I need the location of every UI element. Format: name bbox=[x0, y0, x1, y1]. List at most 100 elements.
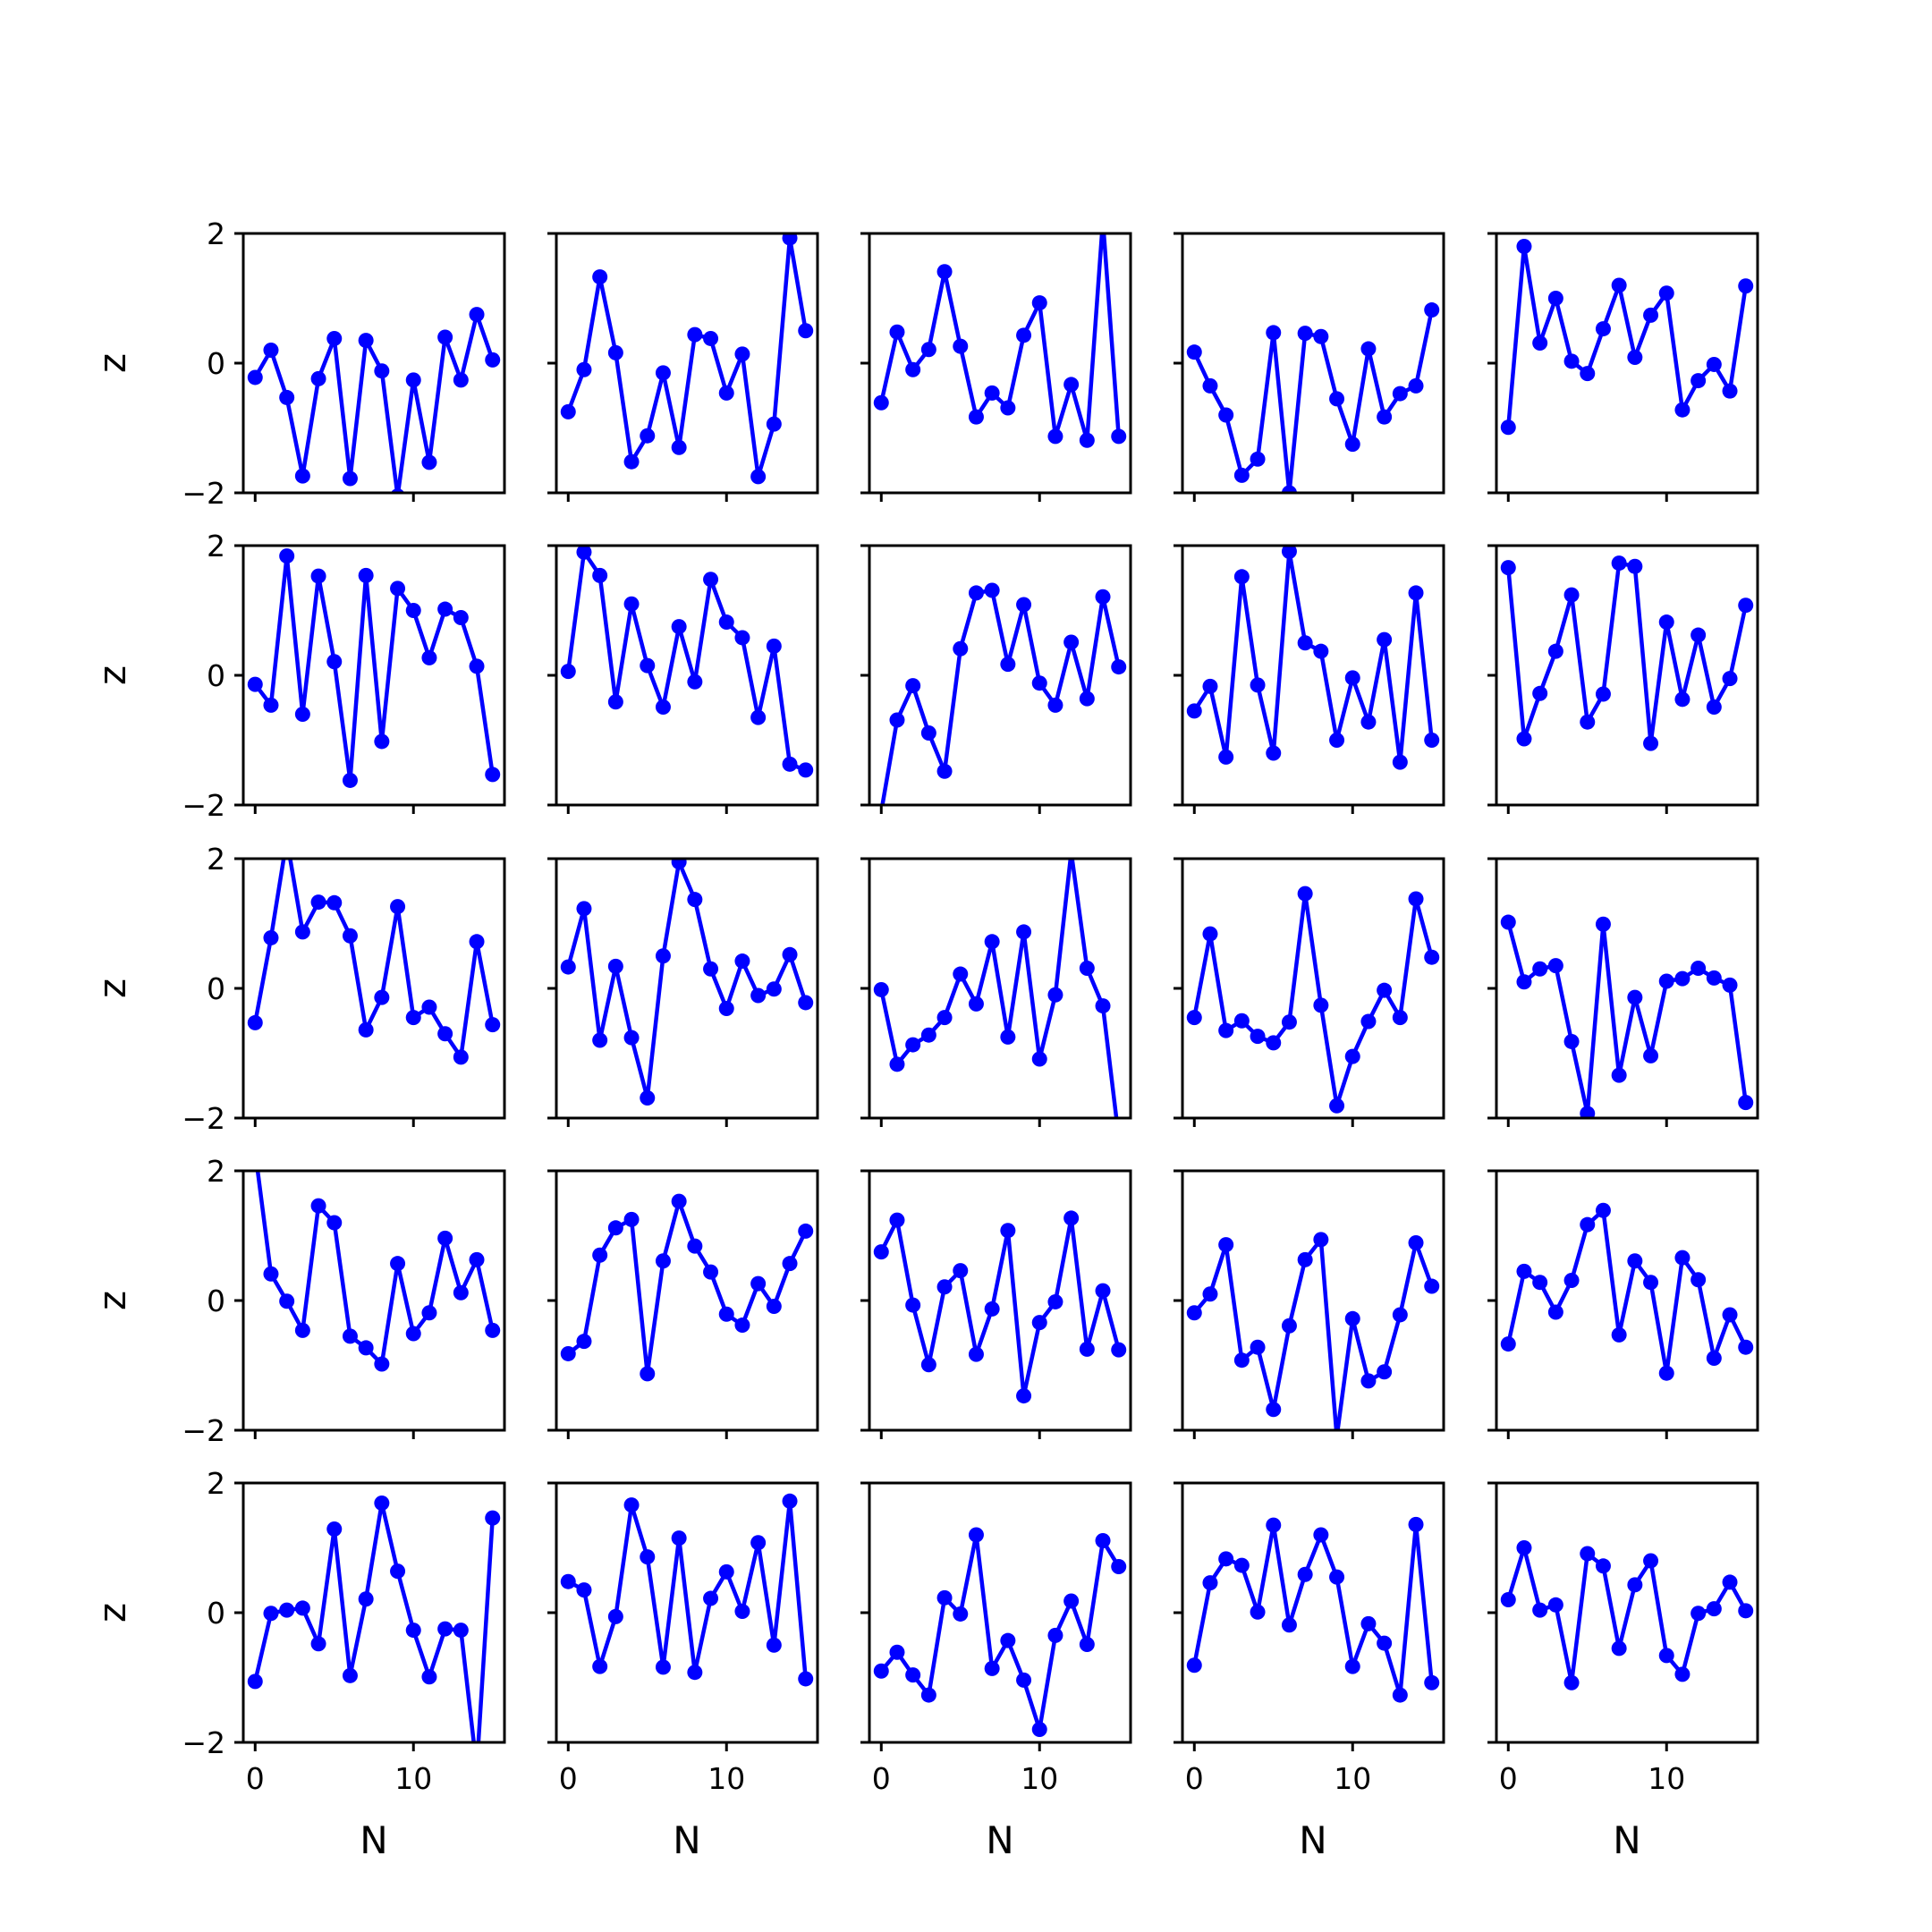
data-point bbox=[1595, 686, 1611, 702]
series-line bbox=[566, 860, 808, 1100]
data-point bbox=[1547, 1304, 1563, 1320]
data-point bbox=[920, 1687, 936, 1703]
data-point bbox=[374, 1495, 390, 1511]
data-point bbox=[1392, 1010, 1408, 1026]
data-point bbox=[1031, 295, 1047, 311]
data-point bbox=[623, 1030, 640, 1046]
data-point bbox=[1563, 1033, 1580, 1049]
data-point bbox=[703, 572, 719, 588]
data-point bbox=[782, 946, 798, 962]
data-point bbox=[782, 1493, 798, 1509]
data-point bbox=[1281, 485, 1297, 493]
data-point bbox=[766, 416, 782, 432]
series-group bbox=[1186, 1232, 1440, 1430]
data-point bbox=[247, 369, 263, 386]
data-point bbox=[968, 409, 984, 425]
series-line bbox=[1506, 1208, 1748, 1376]
data-point bbox=[310, 1636, 326, 1652]
data-point bbox=[1658, 1648, 1674, 1664]
data-point bbox=[358, 333, 374, 349]
data-point bbox=[294, 924, 310, 940]
data-point bbox=[687, 892, 703, 908]
y-tick-label: 0 bbox=[207, 658, 225, 693]
data-point bbox=[453, 609, 469, 625]
data-point bbox=[1563, 1674, 1580, 1690]
series-group bbox=[560, 546, 814, 778]
data-point bbox=[592, 269, 608, 285]
data-point bbox=[1532, 1275, 1548, 1291]
data-point bbox=[453, 1623, 469, 1639]
series-line bbox=[879, 1216, 1121, 1398]
data-point bbox=[607, 344, 623, 360]
data-point bbox=[1360, 1013, 1377, 1030]
data-point bbox=[279, 389, 295, 405]
data-point bbox=[1344, 670, 1360, 686]
data-point bbox=[1408, 1516, 1424, 1532]
data-point bbox=[1738, 597, 1754, 614]
data-point bbox=[1392, 386, 1408, 402]
data-point bbox=[905, 1037, 921, 1053]
data-point bbox=[1580, 1106, 1596, 1118]
panel-3-3 bbox=[860, 857, 1132, 1127]
data-point bbox=[1344, 1310, 1360, 1326]
series-line bbox=[880, 588, 1121, 805]
data-point bbox=[1408, 1234, 1424, 1250]
data-point bbox=[592, 1247, 608, 1263]
data-point bbox=[1281, 1014, 1297, 1030]
data-point bbox=[1643, 1553, 1659, 1569]
data-point bbox=[1690, 373, 1707, 389]
data-point bbox=[1047, 1627, 1063, 1643]
data-point bbox=[1690, 1606, 1707, 1622]
data-point bbox=[1111, 428, 1127, 445]
series-line bbox=[566, 1199, 808, 1377]
data-point bbox=[1424, 733, 1440, 748]
data-point bbox=[920, 1357, 936, 1373]
panel-5-4: 0 10N bbox=[1174, 1481, 1445, 1862]
data-point bbox=[1111, 1559, 1127, 1575]
panel-4-4 bbox=[1174, 1169, 1445, 1439]
data-point bbox=[1690, 627, 1707, 643]
data-point bbox=[485, 352, 501, 368]
y-axis-label: z bbox=[90, 1291, 134, 1310]
series-group bbox=[873, 1210, 1127, 1404]
data-point bbox=[1674, 691, 1690, 708]
data-point bbox=[485, 767, 501, 783]
series-group bbox=[560, 1193, 814, 1382]
data-point bbox=[358, 1591, 374, 1607]
data-point bbox=[421, 454, 437, 470]
data-point bbox=[1722, 1574, 1738, 1590]
panel-4-5 bbox=[1487, 1169, 1759, 1439]
data-point bbox=[1218, 1551, 1234, 1567]
data-point bbox=[1611, 1640, 1627, 1657]
data-point bbox=[1063, 1593, 1080, 1609]
data-point bbox=[437, 1026, 453, 1042]
data-point bbox=[374, 363, 390, 379]
data-point bbox=[1016, 924, 1032, 940]
panel-2-3 bbox=[860, 544, 1132, 814]
series-line bbox=[1506, 921, 1748, 1116]
data-point bbox=[1408, 585, 1424, 601]
data-point bbox=[1580, 1216, 1596, 1233]
data-point bbox=[1500, 1336, 1516, 1352]
data-point bbox=[405, 1326, 421, 1342]
data-point bbox=[1233, 1557, 1250, 1573]
data-point bbox=[1266, 1517, 1282, 1533]
data-point bbox=[576, 1334, 592, 1350]
data-point bbox=[889, 1644, 905, 1660]
data-point bbox=[984, 934, 1000, 950]
data-point bbox=[247, 676, 263, 692]
data-point bbox=[576, 901, 592, 917]
data-point bbox=[485, 1017, 501, 1033]
data-point bbox=[1424, 949, 1440, 965]
data-point bbox=[1532, 1602, 1548, 1618]
series-line bbox=[566, 235, 808, 479]
data-point bbox=[469, 307, 485, 323]
data-point bbox=[1031, 675, 1047, 691]
series-line bbox=[879, 233, 1121, 443]
data-point bbox=[279, 1602, 295, 1618]
data-point bbox=[905, 1667, 921, 1683]
panel-5-5: 0 10N bbox=[1487, 1481, 1759, 1862]
data-point bbox=[1738, 278, 1754, 294]
data-point bbox=[1016, 597, 1032, 613]
data-point bbox=[1233, 569, 1250, 585]
